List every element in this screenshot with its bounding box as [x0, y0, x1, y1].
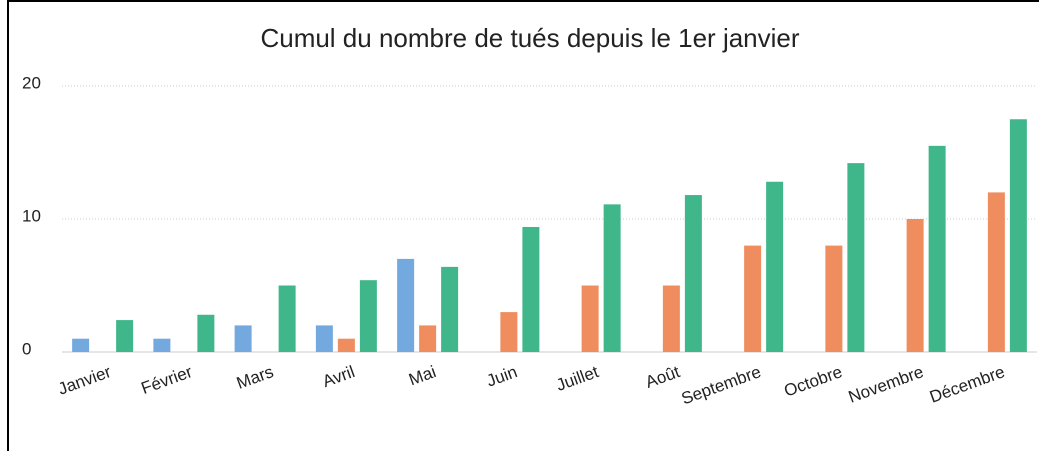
bar: [744, 245, 762, 352]
x-tick-label: Octobre: [781, 362, 844, 401]
bar: [359, 280, 377, 352]
x-tick-label: Mai: [406, 362, 438, 389]
x-tick-label: Novembre: [846, 362, 926, 407]
x-tick-label: Juillet: [554, 362, 602, 395]
bar: [500, 312, 518, 352]
bar: [337, 338, 355, 352]
chart-title: Cumul du nombre de tués depuis le 1er ja…: [260, 23, 799, 53]
bar: [581, 285, 599, 352]
bar: [1009, 119, 1027, 352]
y-tick-label: 10: [22, 206, 41, 225]
bar: [278, 285, 296, 352]
bar: [116, 320, 134, 352]
bar: [928, 145, 946, 352]
bar: [847, 163, 865, 352]
bar: [234, 325, 252, 352]
bar: [441, 266, 459, 352]
y-tick-label: 0: [22, 339, 31, 358]
x-tick-label: Septembre: [679, 362, 764, 408]
x-tick-label: Juin: [484, 362, 520, 391]
bar: [72, 338, 90, 352]
bar: [825, 245, 843, 352]
x-tick-label: Avril: [320, 362, 357, 391]
bar: [397, 258, 415, 352]
x-tick-label: Janvier: [56, 362, 114, 399]
bar: [315, 325, 333, 352]
bar: [684, 195, 702, 352]
x-tick-label: Décembre: [927, 362, 1007, 407]
y-tick-label: 20: [22, 73, 41, 92]
bar: [153, 338, 171, 352]
bar: [662, 285, 680, 352]
bar: [906, 219, 924, 352]
bar: [603, 204, 621, 352]
x-tick-label: Août: [643, 362, 683, 392]
bar: [987, 192, 1005, 352]
x-tick-label: Mars: [234, 362, 276, 393]
bar: [522, 226, 540, 352]
bar: [419, 325, 437, 352]
bar: [197, 314, 215, 352]
bar: [766, 181, 784, 352]
x-tick-label: Février: [139, 362, 196, 398]
